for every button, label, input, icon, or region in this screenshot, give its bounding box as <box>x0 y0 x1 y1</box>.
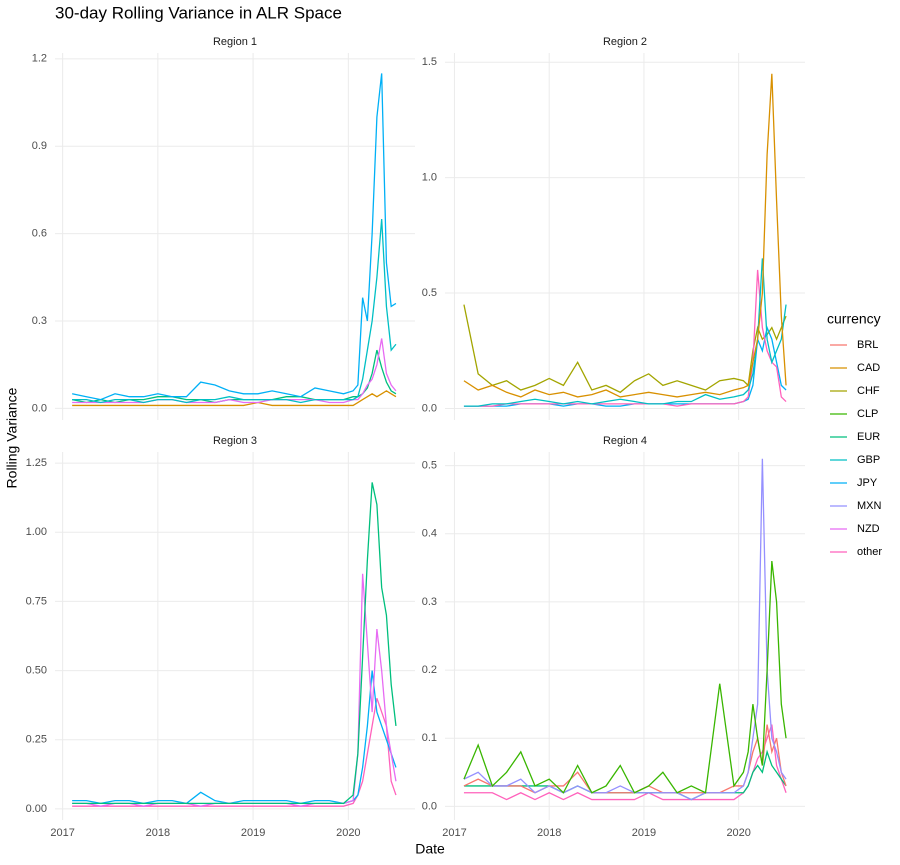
series-line <box>72 482 397 805</box>
series-line <box>463 73 787 398</box>
y-tick-label: 0.50 <box>26 664 47 676</box>
legend-label: CLP <box>857 408 878 420</box>
y-tick-label: 0.75 <box>26 595 47 607</box>
y-tick-label: 1.00 <box>26 526 47 538</box>
series-line <box>72 349 397 404</box>
series-line <box>463 304 787 394</box>
x-tick-label: 2020 <box>336 827 360 839</box>
legend-title: currency <box>827 311 881 327</box>
x-tick-label: 2019 <box>241 827 265 839</box>
y-axis-title: Rolling Variance <box>4 387 20 488</box>
y-tick-label: 1.25 <box>26 457 47 469</box>
y-tick-label: 0.00 <box>26 803 47 815</box>
x-tick-label: 2020 <box>726 827 750 839</box>
x-axis-title: Date <box>415 841 445 857</box>
legend-label: JPY <box>857 477 878 489</box>
y-tick-label: 0.0 <box>422 800 437 812</box>
legend-label: GBP <box>857 454 880 466</box>
series-line <box>72 73 397 401</box>
series-line <box>72 390 397 407</box>
panel-title: Region 1 <box>213 36 257 48</box>
x-tick-label: 2018 <box>537 827 561 839</box>
y-tick-label: 0.6 <box>32 227 47 239</box>
chart-title: 30-day Rolling Variance in ALR Space <box>55 3 342 22</box>
legend-label: NZD <box>857 523 880 535</box>
panel-title: Region 2 <box>603 36 647 48</box>
y-tick-label: 1.2 <box>32 53 47 65</box>
legend-label: MXN <box>857 500 882 512</box>
series-line <box>72 218 397 404</box>
y-tick-label: 0.0 <box>422 402 437 414</box>
legend-label: other <box>857 546 882 558</box>
y-tick-label: 0.3 <box>32 315 47 327</box>
x-tick-label: 2019 <box>632 827 656 839</box>
legend-label: CHF <box>857 385 880 397</box>
series-line <box>72 670 397 805</box>
legend-label: EUR <box>857 431 880 443</box>
panel-title: Region 4 <box>603 435 647 447</box>
y-tick-label: 1.5 <box>422 56 437 68</box>
y-tick-label: 0.1 <box>422 732 437 744</box>
y-tick-label: 0.0 <box>32 402 47 414</box>
y-tick-label: 0.9 <box>32 140 47 152</box>
x-tick-label: 2017 <box>50 827 74 839</box>
series-line <box>463 560 787 794</box>
series-line <box>72 573 397 807</box>
panel-title: Region 3 <box>213 435 257 447</box>
y-tick-label: 0.2 <box>422 664 437 676</box>
y-tick-label: 0.4 <box>422 528 437 540</box>
y-tick-label: 0.3 <box>422 596 437 608</box>
y-tick-label: 1.0 <box>422 172 437 184</box>
x-tick-label: 2017 <box>442 827 466 839</box>
legend-label: BRL <box>857 339 878 351</box>
series-line <box>463 269 787 407</box>
x-tick-label: 2018 <box>146 827 170 839</box>
y-tick-label: 0.5 <box>422 287 437 299</box>
legend-label: CAD <box>857 362 880 374</box>
series-line <box>463 458 787 801</box>
series-line <box>72 698 397 807</box>
y-tick-label: 0.25 <box>26 734 47 746</box>
y-tick-label: 0.5 <box>422 460 437 472</box>
